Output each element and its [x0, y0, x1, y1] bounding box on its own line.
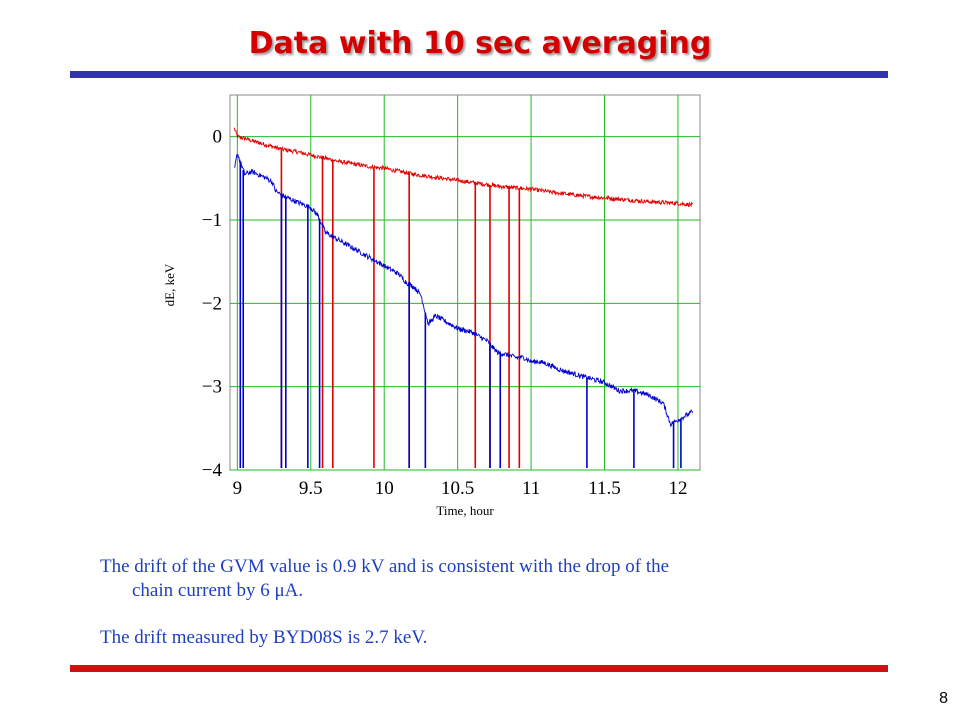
body-paragraph-2: The drift measured by BYD08S is 2.7 keV.	[100, 627, 428, 648]
series-1-line	[233, 153, 694, 428]
y-axis-label: dE, keV	[162, 263, 177, 306]
x-tick-label: 10	[375, 478, 394, 499]
body-paragraph-1-line-1: The drift of the GVM value is 0.9 kV and…	[100, 556, 670, 577]
series-0-line	[233, 127, 694, 208]
x-tick-label: 10.5	[441, 478, 474, 499]
page-number: 8	[939, 690, 948, 707]
y-tick-label: 0	[213, 127, 223, 148]
y-tick-label: −4	[202, 460, 223, 481]
bottom-divider	[70, 665, 888, 672]
x-axis-label: Time, hour	[436, 503, 494, 518]
body-paragraph-1: The drift of the GVM value is 0.9 kV and…	[100, 555, 860, 603]
y-tick-label: −1	[202, 210, 222, 231]
y-tick-label: −2	[202, 293, 222, 314]
chart-series	[233, 127, 694, 468]
x-tick-labels: 9 9.5 10 10.5 11 11.5 12	[233, 478, 688, 499]
x-tick-label: 9	[233, 478, 243, 499]
body-paragraph-1-line-2: chain current by 6 μA.	[132, 580, 304, 601]
chart: 9 9.5 10 10.5 11 11.5 12 0−1−2−3−4 Time, hour …	[162, 94, 701, 518]
y-tick-labels: 0 −1 −2 −3 −4	[202, 127, 223, 481]
x-tick-label: 11.5	[588, 478, 621, 499]
slide-title: Data with 10 sec averaging	[248, 26, 712, 61]
plot-frame	[229, 94, 701, 471]
top-divider	[70, 71, 888, 78]
x-tick-label: 11	[522, 478, 540, 499]
x-tick-label: 9.5	[299, 478, 323, 499]
x-tick-label: 12	[668, 478, 687, 499]
y-tick-label: −3	[202, 377, 222, 398]
